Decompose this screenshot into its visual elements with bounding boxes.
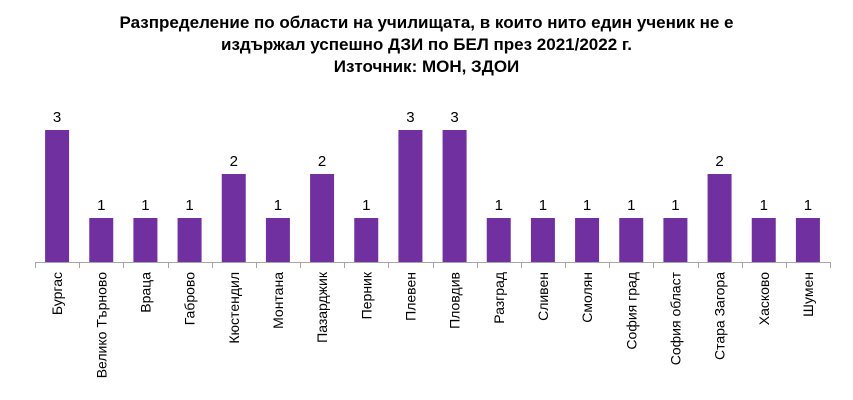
- bar-9: [398, 130, 423, 262]
- bar-11: [486, 218, 511, 262]
- data-label-13: 1: [583, 197, 591, 214]
- x-tick-label-5: Кюстендил: [226, 272, 242, 344]
- x-tick-label-6: Монтана: [270, 272, 286, 329]
- chart-title-line-1: Разпределение по области на училищата, в…: [119, 13, 734, 32]
- bar-6: [265, 218, 290, 262]
- x-tick-label-1: Бургас: [49, 272, 65, 315]
- data-label-1: 3: [53, 109, 61, 126]
- data-label-18: 1: [804, 197, 812, 214]
- x-tick-label-7: Пазарджик: [314, 271, 330, 343]
- data-label-12: 1: [539, 197, 547, 214]
- bar-8: [354, 218, 379, 262]
- x-tick-label-18: Шумен: [800, 272, 816, 317]
- bar-1: [45, 130, 70, 262]
- bar-5: [221, 174, 246, 262]
- bar-4: [177, 218, 202, 262]
- x-tick-label-13: Смолян: [579, 272, 595, 323]
- data-label-14: 1: [627, 197, 635, 214]
- x-tick-label-3: Враца: [137, 272, 153, 313]
- data-label-8: 1: [362, 197, 370, 214]
- x-tick-label-12: Сливен: [535, 272, 551, 321]
- x-tick-label-8: Перник: [358, 271, 374, 319]
- bar-10: [442, 130, 467, 262]
- bar-7: [310, 174, 335, 262]
- x-tick-label-15: София област: [667, 271, 683, 365]
- x-tick-label-2: Велико Търново: [93, 272, 109, 378]
- bar-3: [133, 218, 158, 262]
- x-tick-label-14: София град: [623, 272, 639, 350]
- bar-15: [663, 218, 688, 262]
- data-label-17: 1: [760, 197, 768, 214]
- chart-title: Разпределение по области на училищата, в…: [0, 12, 853, 78]
- data-label-2: 1: [97, 197, 105, 214]
- bar-17: [751, 218, 776, 262]
- chart-title-line-2: издържал успешно ДЗИ по БЕЛ през 2021/20…: [221, 35, 632, 54]
- bar-16: [707, 174, 732, 262]
- bar-18: [795, 218, 820, 262]
- data-label-15: 1: [671, 197, 679, 214]
- data-label-10: 3: [450, 109, 458, 126]
- x-tick-label-11: Разград: [491, 272, 507, 324]
- x-tick-label-16: Стара Загора: [712, 272, 728, 360]
- bar-13: [575, 218, 600, 262]
- data-label-4: 1: [185, 197, 193, 214]
- data-label-6: 1: [274, 197, 282, 214]
- bar-2: [89, 218, 114, 262]
- bar-14: [619, 218, 644, 262]
- data-label-11: 1: [495, 197, 503, 214]
- x-tick-label-17: Хасково: [756, 272, 772, 325]
- data-label-7: 2: [318, 153, 326, 170]
- data-label-16: 2: [715, 153, 723, 170]
- x-tick-label-10: Пловдив: [447, 272, 463, 329]
- chart-title-line-3: Източник: МОН, ЗДОИ: [333, 57, 520, 76]
- data-label-3: 1: [141, 197, 149, 214]
- bar-12: [530, 218, 555, 262]
- x-tick-label-4: Габрово: [182, 272, 198, 325]
- data-label-9: 3: [406, 109, 414, 126]
- x-tick-label-9: Плевен: [402, 272, 418, 321]
- data-label-5: 2: [230, 153, 238, 170]
